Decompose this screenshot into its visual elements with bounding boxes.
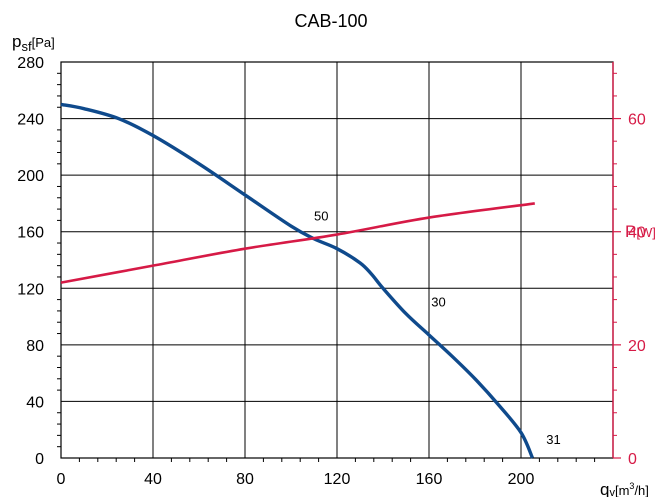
pressure-curve [60,102,535,459]
curve-annotation: 30 [431,295,445,310]
x-tick-label: 0 [57,471,66,488]
power-curve [60,202,535,284]
y2-axis-label: P[W] [625,222,656,241]
grid [60,61,614,459]
y2-axis-label-main: P [625,222,636,241]
y2-tick-label: 40 [628,225,646,242]
x-tick-label: 80 [236,471,254,488]
x-tick-label: 200 [508,471,535,488]
y-axis-label-main: p [12,32,21,51]
x-axis-label-unit-sup: 3 [629,481,634,491]
y2-tick-label: 60 [628,112,646,129]
y-axis-label: psf[Pa] [12,32,55,54]
y-axis-label-sub: sf [21,39,32,54]
curve-annotation: 50 [314,208,328,223]
x-axis-label-unit-post: /h] [634,483,648,497]
minor-ticks [57,72,621,462]
curve-annotation: 31 [546,432,560,447]
x-axis-label-unit-pre: [m [615,483,629,497]
y2-axis-label-unit: [W] [636,225,656,240]
y-tick-label: 120 [17,281,44,298]
y2-tick-label: 20 [628,338,646,355]
annotations: 50 30 31 [314,208,561,446]
tick-labels: 0 40 80 120 160 200 0 40 80 120 160 200 240 280 0 20 40 6… [17,55,646,488]
y-tick-label: 280 [17,55,44,72]
y-tick-label: 0 [35,451,44,468]
x-tick-label: 160 [416,471,443,488]
y-tick-label: 80 [26,338,44,355]
x-axis-label-main: q [600,480,609,497]
y-axis-label-unit: [Pa] [32,35,55,50]
x-tick-label: 120 [324,471,351,488]
y-tick-label: 240 [17,112,44,129]
x-axis-label-sub: v [609,487,615,497]
x-tick-label: 40 [144,471,162,488]
y-tick-label: 40 [26,394,44,411]
y-tick-label: 200 [17,168,44,185]
x-axis-label: qv[m3/h] [600,480,649,497]
y-tick-label: 160 [17,225,44,242]
chart-title: CAB-100 [294,11,367,31]
y2-tick-label: 0 [628,451,637,468]
series [60,102,535,459]
